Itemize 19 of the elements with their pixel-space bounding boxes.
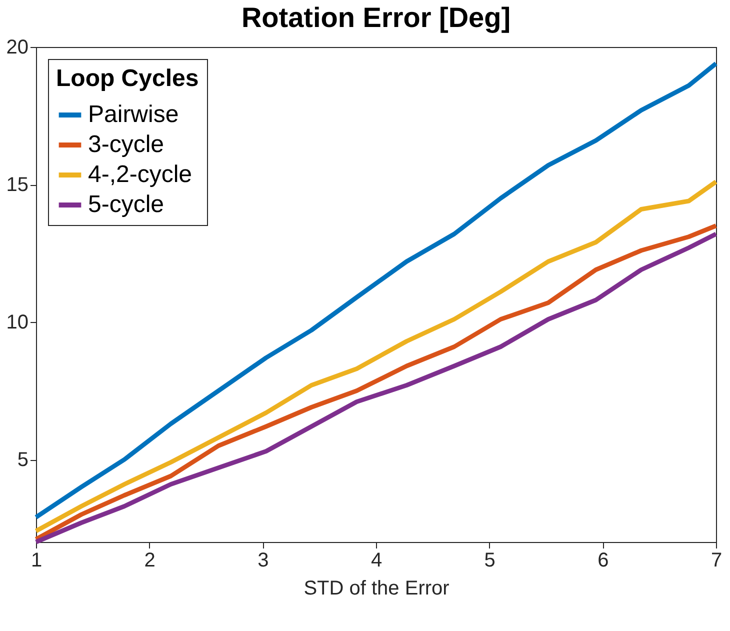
- legend-title: Loop Cycles: [56, 65, 199, 92]
- x-tick-label: 3: [258, 550, 269, 572]
- x-tick-label: 7: [710, 550, 722, 572]
- x-tick-label: 6: [598, 550, 609, 572]
- x-tick-label: 2: [144, 550, 156, 572]
- y-tick-label: 20: [6, 36, 28, 58]
- x-tick-label: 4: [370, 550, 382, 572]
- x-tick-label: 1: [30, 550, 42, 572]
- legend-label: 5-cycle: [88, 191, 164, 218]
- line-series: [34, 61, 718, 520]
- legend-label: Pairwise: [88, 101, 179, 128]
- legend-label: 3-cycle: [88, 131, 164, 158]
- x-tick-label: 5: [484, 550, 496, 572]
- legend-label: 4-,2-cycle: [88, 161, 192, 188]
- y-tick-label: 5: [17, 449, 28, 471]
- y-tick-label: 10: [6, 312, 28, 334]
- y-tick-label: 15: [6, 174, 28, 196]
- x-axis-title: STD of the Error: [304, 578, 450, 600]
- chart-title: Rotation Error [Deg]: [241, 2, 511, 33]
